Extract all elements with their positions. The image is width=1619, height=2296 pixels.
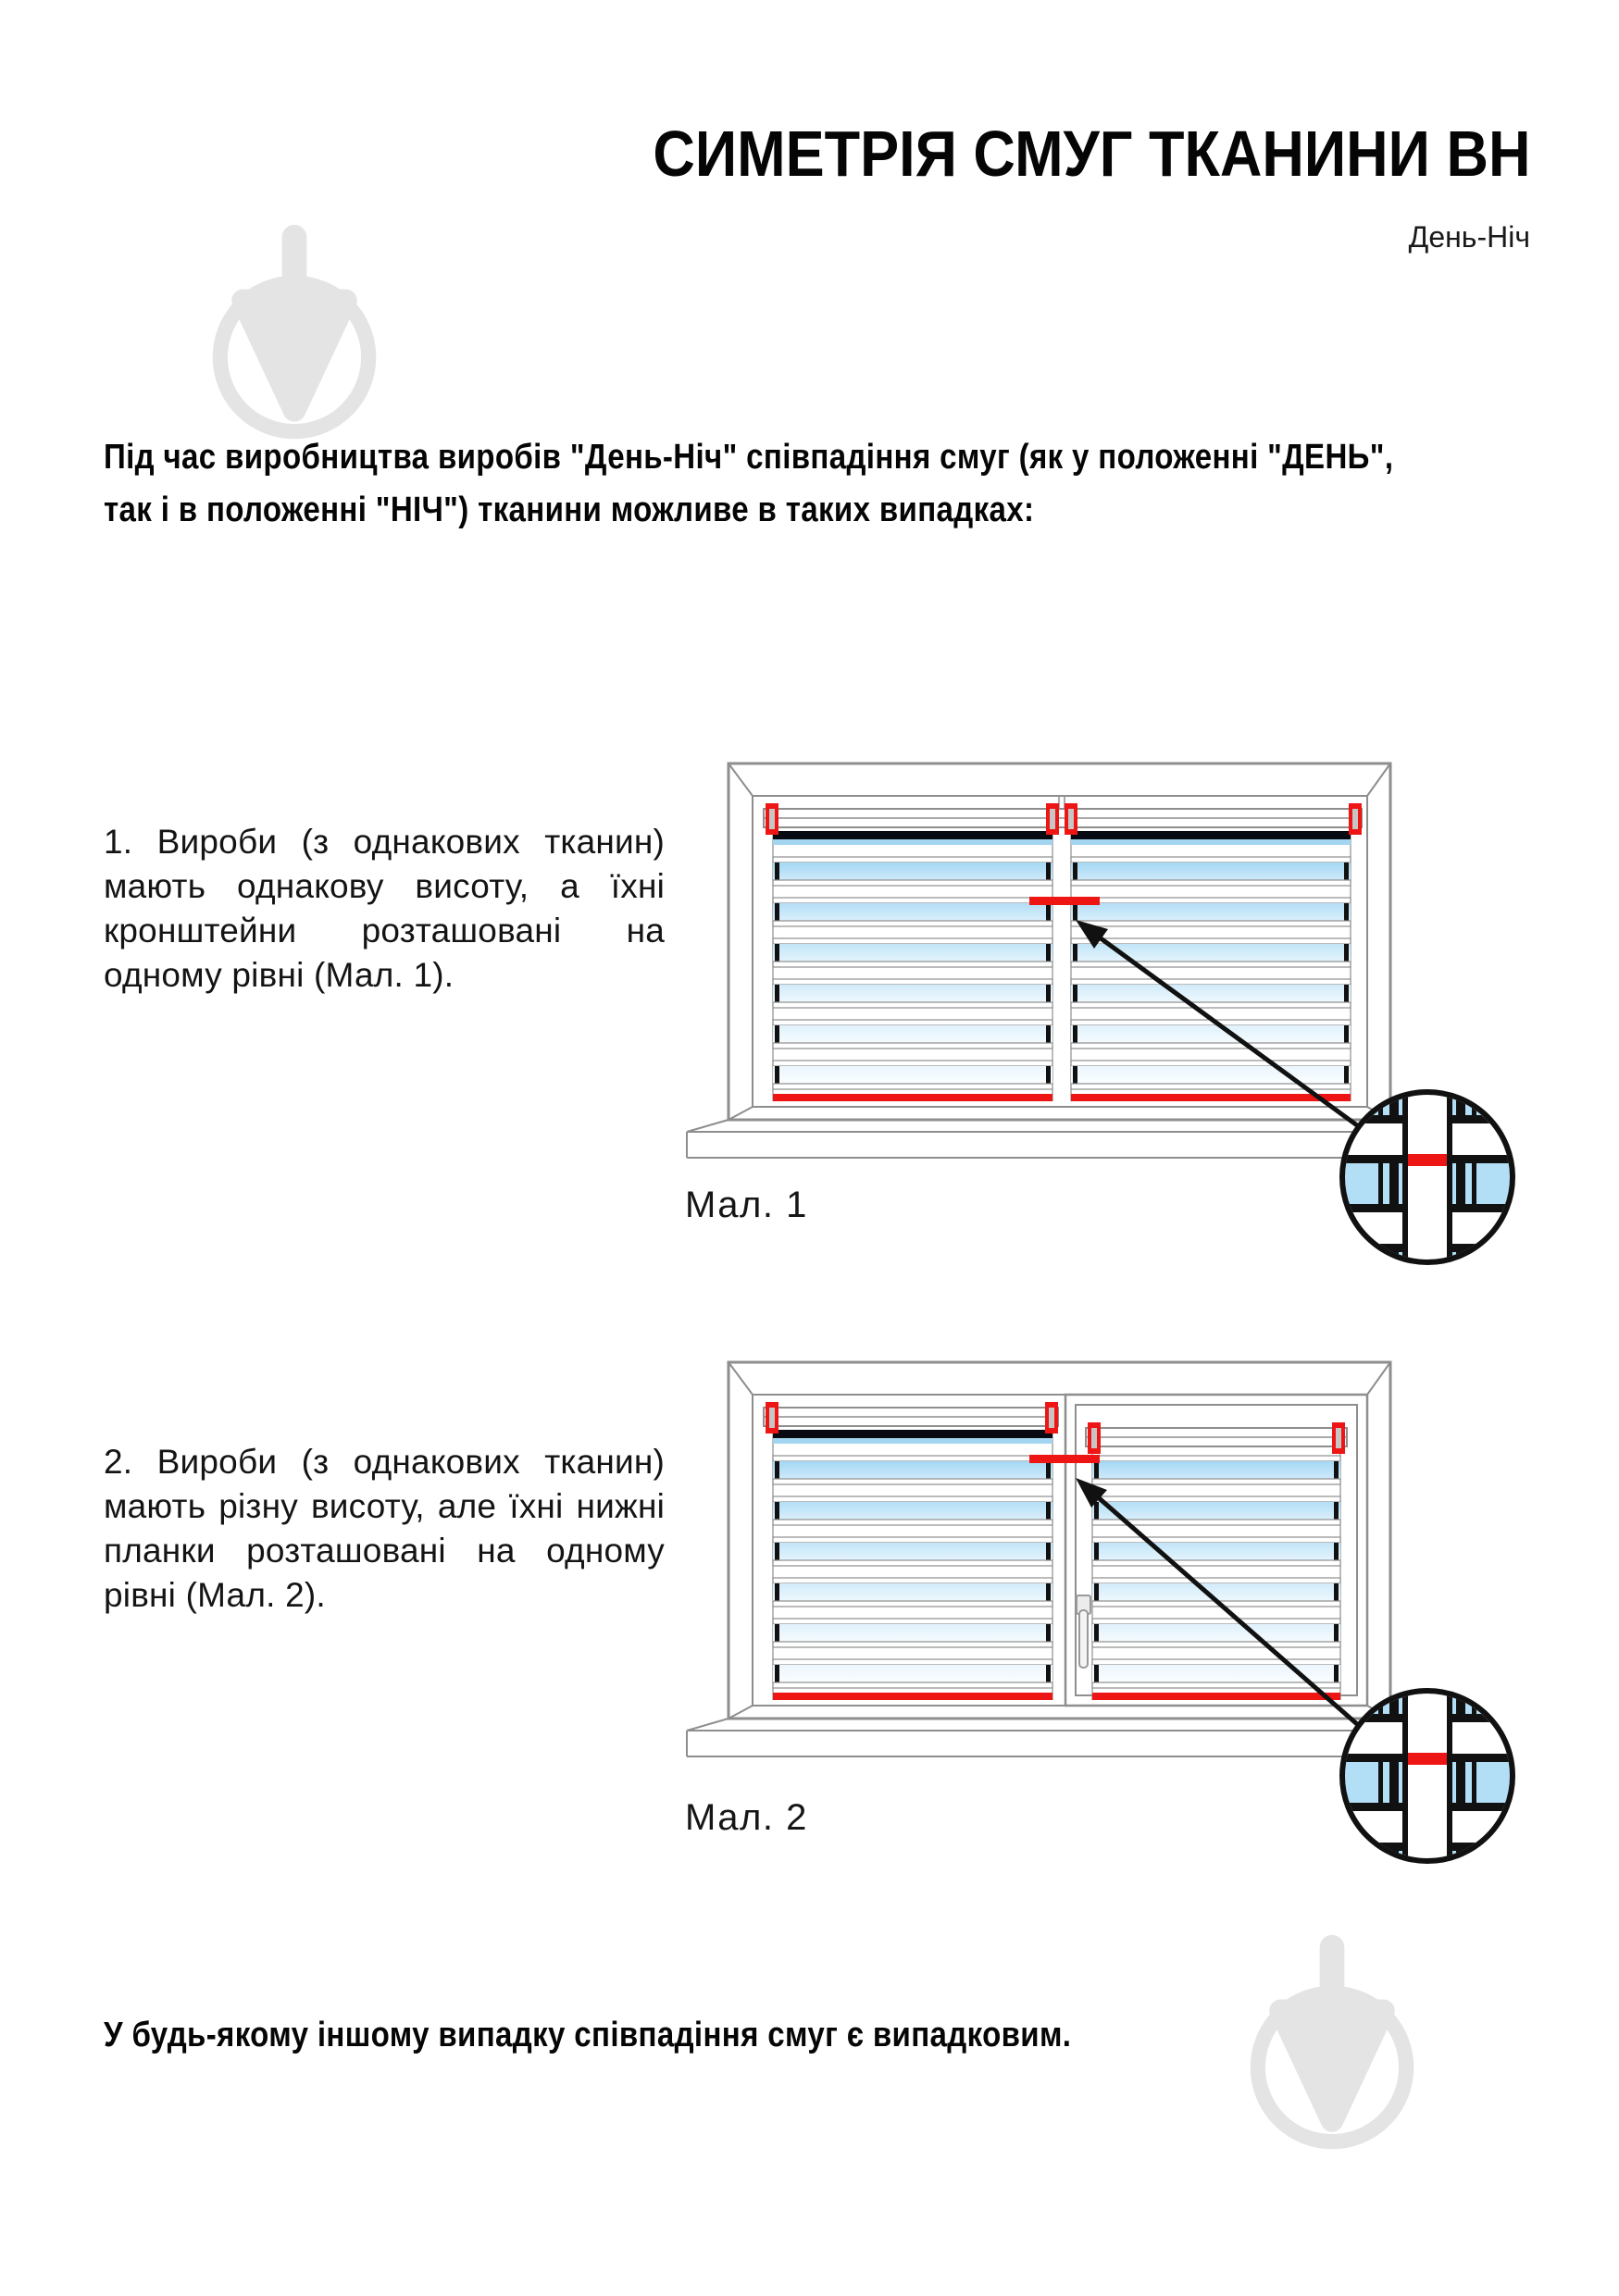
day-night-blind — [1070, 831, 1351, 1101]
mounting-bracket — [1065, 803, 1077, 835]
mounting-bracket — [766, 1402, 778, 1433]
page-subtitle: День-Ніч — [1408, 220, 1530, 254]
day-night-blind — [772, 831, 1053, 1101]
mounting-bracket — [1349, 803, 1362, 835]
alignment-red-line — [1029, 1455, 1100, 1463]
mounting-bracket — [1088, 1422, 1101, 1454]
zoom-detail-circle — [1339, 1688, 1515, 1864]
cornice-bar — [763, 808, 1363, 828]
day-night-blind — [772, 1430, 1053, 1700]
window-handle — [1076, 1595, 1091, 1669]
mounting-bracket — [1045, 1402, 1058, 1433]
case-1-text: 1. Вироби (з однакових тканин) мають одн… — [104, 823, 665, 994]
cornice-bar — [1085, 1427, 1348, 1447]
intro-paragraph: Під час виробництва виробів "День-Ніч" с… — [104, 438, 1394, 529]
alignment-red-line — [1029, 897, 1100, 905]
figure-1-caption: Мал. 1 — [685, 1185, 808, 1225]
mounting-bracket — [1046, 803, 1059, 835]
pointer-arrow — [1076, 920, 1359, 1128]
bottom-bar-red — [1092, 1693, 1340, 1700]
alignment-red-mark — [1408, 1753, 1447, 1765]
cornice-bar — [763, 1407, 1059, 1427]
zoom-detail-circle — [1339, 1089, 1515, 1265]
alignment-red-mark — [1408, 1154, 1447, 1166]
footer-note: У будь-якому іншому випадку співпадіння … — [104, 2016, 1072, 2054]
brand-watermark-icon — [1250, 1934, 1414, 2150]
figure-2-window-illustration — [686, 1360, 1515, 1864]
bottom-bar-red — [773, 1693, 1052, 1700]
brand-watermark-icon — [212, 224, 377, 440]
case-2-text: 2. Вироби (з однакових тканин) мають різ… — [104, 1443, 665, 1614]
figure-1-window-illustration — [686, 762, 1515, 1265]
bottom-bar-red — [1071, 1094, 1351, 1101]
bottom-bar-red — [773, 1094, 1052, 1101]
page-title: СИМЕТРІЯ СМУГ ТКАНИНИ ВН — [652, 118, 1530, 190]
pointer-arrow — [1076, 1478, 1359, 1726]
mounting-bracket — [766, 803, 778, 835]
mounting-bracket — [1332, 1422, 1345, 1454]
figure-2-caption: Мал. 2 — [685, 1797, 808, 1838]
